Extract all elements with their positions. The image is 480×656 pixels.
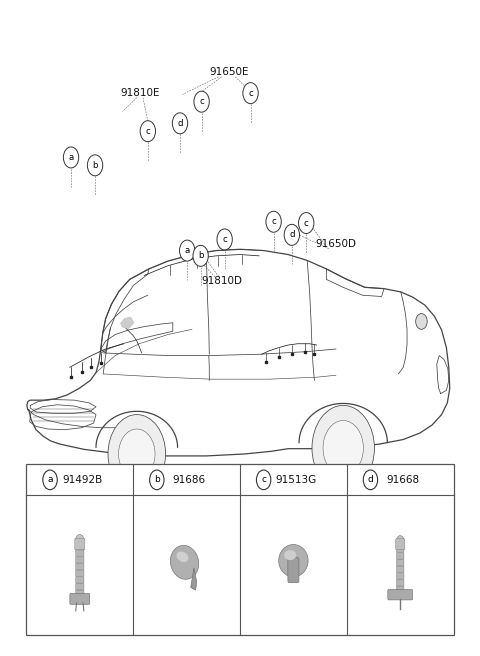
FancyBboxPatch shape bbox=[76, 550, 84, 556]
Polygon shape bbox=[191, 568, 197, 590]
FancyBboxPatch shape bbox=[396, 586, 404, 592]
FancyBboxPatch shape bbox=[76, 583, 84, 590]
Text: b: b bbox=[198, 251, 204, 260]
Circle shape bbox=[416, 314, 427, 329]
FancyBboxPatch shape bbox=[26, 464, 454, 635]
Text: 91513G: 91513G bbox=[275, 475, 316, 485]
Text: 91650E: 91650E bbox=[210, 67, 249, 77]
Ellipse shape bbox=[177, 552, 189, 562]
FancyBboxPatch shape bbox=[76, 590, 84, 596]
FancyBboxPatch shape bbox=[396, 573, 404, 579]
Text: c: c bbox=[304, 218, 309, 228]
Ellipse shape bbox=[284, 550, 296, 560]
Text: c: c bbox=[145, 127, 150, 136]
Circle shape bbox=[119, 429, 155, 479]
FancyBboxPatch shape bbox=[396, 579, 404, 586]
FancyBboxPatch shape bbox=[396, 539, 405, 550]
Circle shape bbox=[256, 470, 271, 489]
Text: a: a bbox=[48, 476, 53, 484]
Text: d: d bbox=[289, 230, 295, 239]
Text: 91810E: 91810E bbox=[120, 88, 160, 98]
Text: c: c bbox=[271, 217, 276, 226]
Text: b: b bbox=[92, 161, 98, 170]
FancyBboxPatch shape bbox=[396, 560, 404, 565]
FancyBboxPatch shape bbox=[75, 538, 85, 550]
Circle shape bbox=[140, 121, 156, 142]
Circle shape bbox=[323, 420, 363, 476]
Text: 91492B: 91492B bbox=[62, 475, 102, 485]
Circle shape bbox=[312, 405, 374, 491]
Text: d: d bbox=[177, 119, 183, 128]
FancyBboxPatch shape bbox=[76, 557, 84, 563]
FancyBboxPatch shape bbox=[288, 558, 299, 583]
Circle shape bbox=[150, 470, 164, 489]
Circle shape bbox=[193, 245, 208, 266]
Circle shape bbox=[180, 240, 195, 261]
FancyBboxPatch shape bbox=[76, 577, 84, 583]
Text: d: d bbox=[368, 476, 373, 484]
Text: c: c bbox=[222, 235, 227, 244]
Polygon shape bbox=[121, 318, 133, 328]
FancyBboxPatch shape bbox=[76, 570, 84, 577]
Circle shape bbox=[243, 83, 258, 104]
FancyBboxPatch shape bbox=[388, 590, 413, 600]
FancyBboxPatch shape bbox=[76, 543, 84, 550]
Ellipse shape bbox=[170, 545, 199, 579]
FancyBboxPatch shape bbox=[396, 553, 404, 559]
Text: c: c bbox=[199, 97, 204, 106]
Circle shape bbox=[172, 113, 188, 134]
Text: a: a bbox=[185, 246, 190, 255]
Text: 91650D: 91650D bbox=[315, 239, 357, 249]
Circle shape bbox=[63, 147, 79, 168]
Circle shape bbox=[396, 535, 404, 546]
Circle shape bbox=[87, 155, 103, 176]
Circle shape bbox=[217, 229, 232, 250]
Circle shape bbox=[363, 470, 378, 489]
Circle shape bbox=[194, 91, 209, 112]
Circle shape bbox=[284, 224, 300, 245]
Text: c: c bbox=[261, 476, 266, 484]
Text: b: b bbox=[154, 476, 160, 484]
Text: 91686: 91686 bbox=[172, 475, 205, 485]
Circle shape bbox=[76, 535, 84, 546]
FancyBboxPatch shape bbox=[396, 566, 404, 573]
Circle shape bbox=[266, 211, 281, 232]
Circle shape bbox=[299, 213, 314, 234]
Text: c: c bbox=[248, 89, 253, 98]
FancyBboxPatch shape bbox=[396, 546, 404, 552]
FancyBboxPatch shape bbox=[70, 594, 90, 604]
Circle shape bbox=[43, 470, 57, 489]
Circle shape bbox=[108, 415, 166, 493]
FancyBboxPatch shape bbox=[76, 564, 84, 569]
Ellipse shape bbox=[279, 544, 308, 577]
Text: 91668: 91668 bbox=[386, 475, 419, 485]
Text: a: a bbox=[69, 153, 73, 162]
Text: 91810D: 91810D bbox=[202, 276, 243, 286]
